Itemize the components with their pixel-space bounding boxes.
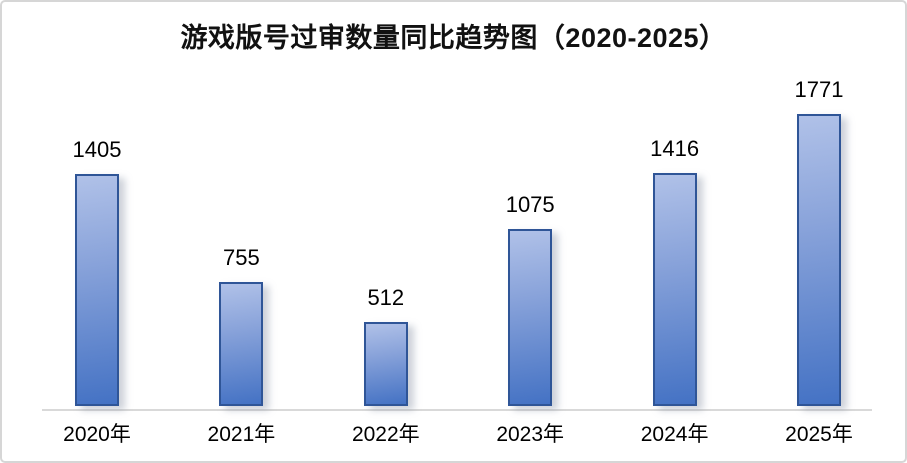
bar-value-label: 1405 bbox=[72, 137, 122, 162]
chart-title: 游戏版号过审数量同比趋势图（2020-2025） bbox=[180, 23, 727, 53]
bar-group: 755 2021年 bbox=[169, 2, 313, 461]
bar-value-label: 1075 bbox=[505, 192, 555, 217]
x-axis-tick-label: 2020年 bbox=[63, 423, 131, 446]
x-axis-line bbox=[42, 409, 872, 411]
bar[interactable] bbox=[797, 114, 841, 406]
bar-group: 512 2022年 bbox=[314, 2, 458, 461]
bar[interactable] bbox=[508, 229, 553, 406]
bar-group: 1771 2025年 bbox=[747, 2, 891, 461]
x-axis-tick-label: 2022年 bbox=[351, 423, 420, 446]
bar[interactable] bbox=[219, 282, 264, 406]
bar-value-label: 755 bbox=[223, 245, 260, 270]
bar-group: 1416 2024年 bbox=[603, 2, 747, 461]
bar-value-label: 1416 bbox=[650, 136, 700, 161]
x-axis-tick-label: 2021年 bbox=[207, 423, 276, 446]
x-axis-tick-label: 2025年 bbox=[785, 423, 853, 446]
bar-group: 1405 2020年 bbox=[25, 2, 169, 461]
bar-group: 1075 2023年 bbox=[458, 2, 602, 461]
bar[interactable] bbox=[75, 174, 119, 406]
x-axis-tick-label: 2024年 bbox=[640, 423, 709, 446]
bar[interactable] bbox=[363, 322, 408, 406]
x-axis-tick-label: 2023年 bbox=[496, 423, 565, 446]
bar-value-label: 512 bbox=[367, 285, 405, 310]
bar[interactable] bbox=[652, 173, 697, 406]
bar-value-label: 1771 bbox=[794, 77, 844, 102]
